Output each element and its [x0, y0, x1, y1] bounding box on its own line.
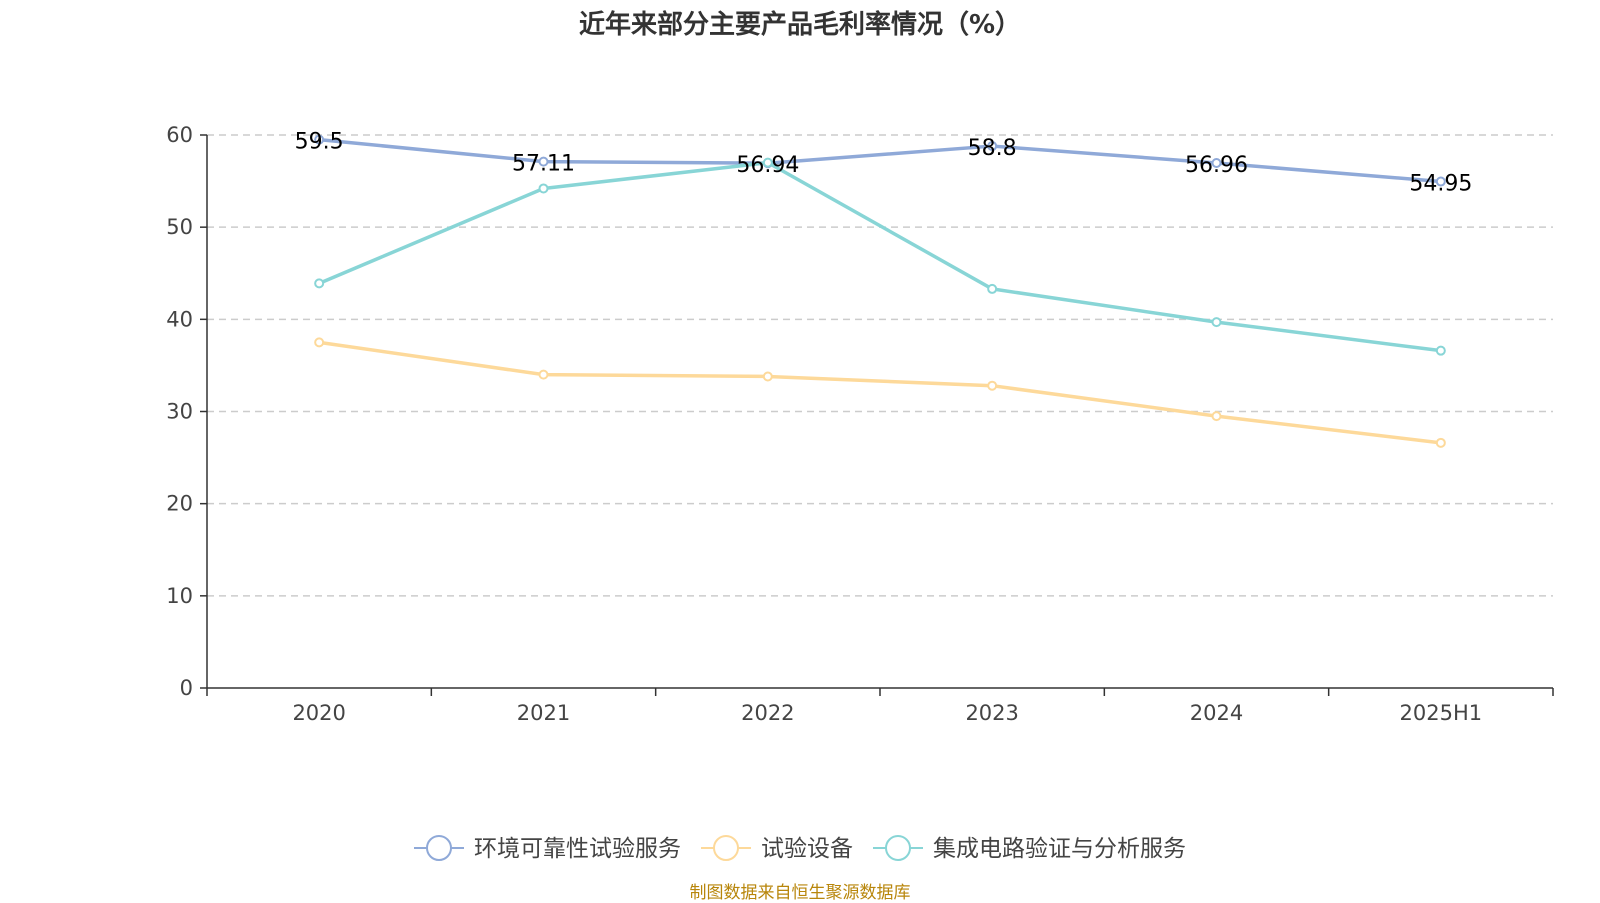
data-point: [1435, 437, 1446, 448]
y-tick-label: 20: [166, 492, 193, 516]
legend-swatch-icon: [713, 835, 739, 861]
x-tick-label: 2024: [1190, 701, 1243, 725]
data-point: [314, 278, 325, 289]
x-tick-label: 2021: [517, 701, 570, 725]
data-point: [314, 134, 325, 145]
y-tick-label: 60: [166, 123, 193, 147]
legend[interactable]: 环境可靠性试验服务 试验设备 集成电路验证与分析服务: [414, 835, 1186, 862]
legend-label: 集成电路验证与分析服务: [933, 836, 1186, 862]
data-point: [1435, 176, 1446, 187]
data-point: [762, 371, 773, 382]
data-point: [538, 369, 549, 380]
series-layer: [314, 134, 1446, 448]
data-point: [987, 141, 998, 152]
legend-swatch-icon: [426, 835, 452, 861]
legend-item-0[interactable]: 环境可靠性试验服务: [414, 835, 681, 862]
data-point: [538, 156, 549, 167]
legend-swatch-icon: [885, 835, 911, 861]
data-point: [987, 380, 998, 391]
y-tick-label: 40: [166, 307, 193, 331]
data-label: 58.8: [968, 136, 1017, 161]
data-labels: 59.5 57.11 56.94 58.8 56.96 54.95: [295, 130, 1473, 197]
legend-label: 试验设备: [761, 836, 853, 862]
series-line-0: [317, 137, 1443, 184]
legend-label: 环境可靠性试验服务: [474, 836, 681, 862]
data-label: 56.94: [736, 153, 799, 178]
data-label: 59.5: [295, 130, 344, 155]
grid-lines: [207, 134, 1553, 597]
y-tick-label: 50: [166, 215, 193, 239]
data-point: [1435, 345, 1446, 356]
data-point: [762, 157, 773, 168]
data-label: 54.95: [1409, 172, 1472, 197]
source-note: 制图数据来自恒生聚源数据库: [689, 883, 911, 903]
data-point: [1211, 317, 1222, 328]
legend-item-1[interactable]: 试验设备: [701, 835, 853, 862]
chart-title: 近年来部分主要产品毛利率情况（%）: [578, 10, 1022, 40]
data-point: [1211, 411, 1222, 422]
data-point: [1211, 158, 1222, 169]
x-tick-label: 2023: [965, 701, 1018, 725]
axes: 0 10 20 30 40 50 60 2020 2021 2022 2023 2024 2025H1: [166, 123, 1554, 725]
data-point: [538, 183, 549, 194]
data-point: [987, 283, 998, 294]
data-point: [314, 337, 325, 348]
x-tick-label: 2025H1: [1400, 701, 1483, 725]
x-tick-label: 2022: [741, 701, 794, 725]
legend-item-2[interactable]: 集成电路验证与分析服务: [873, 835, 1186, 862]
y-tick-label: 10: [166, 584, 193, 608]
series-line-2: [317, 160, 1443, 353]
y-tick-label: 0: [180, 676, 193, 700]
data-label: 56.96: [1185, 153, 1248, 178]
x-tick-label: 2020: [292, 701, 345, 725]
data-label: 57.11: [512, 152, 575, 177]
series-line-1: [317, 340, 1443, 445]
y-tick-label: 30: [166, 400, 193, 424]
